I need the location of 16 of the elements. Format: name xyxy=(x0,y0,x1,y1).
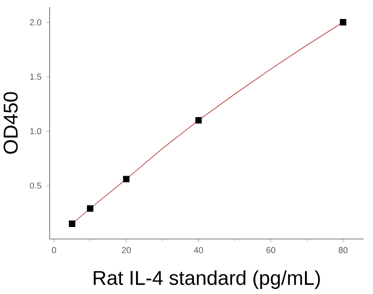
point xyxy=(86,205,94,212)
y-tick-label: 1.0 xyxy=(30,128,42,134)
x-tick-label: 40 xyxy=(194,247,204,254)
y-axis-title: OD450 xyxy=(4,92,18,154)
x-tick-label: 0 xyxy=(52,247,56,254)
y-tick-label: 1.5 xyxy=(30,74,42,80)
y-tick-label: 2.0 xyxy=(30,19,42,26)
point xyxy=(195,117,202,124)
x-tick-label: 80 xyxy=(338,247,348,254)
x-axis-title: Rat IL-4 standard (pg/mL) xyxy=(94,270,320,289)
x-tick-label: 60 xyxy=(266,247,276,254)
point xyxy=(123,176,130,182)
point xyxy=(68,220,76,227)
x-tick-label: 20 xyxy=(122,247,131,254)
point xyxy=(340,19,346,26)
y-tick-label: 0.5 xyxy=(30,182,42,189)
